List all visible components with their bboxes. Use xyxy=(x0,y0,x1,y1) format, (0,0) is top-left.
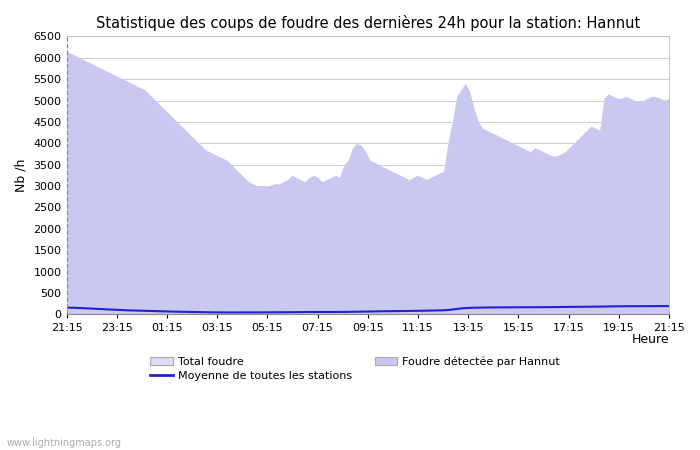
Text: www.lightningmaps.org: www.lightningmaps.org xyxy=(7,438,122,448)
Title: Statistique des coups de foudre des dernières 24h pour la station: Hannut: Statistique des coups de foudre des dern… xyxy=(96,15,640,31)
Y-axis label: Nb /h: Nb /h xyxy=(15,159,28,192)
Legend: Total foudre, Moyenne de toutes les stations, Foudre détectée par Hannut: Total foudre, Moyenne de toutes les stat… xyxy=(150,356,560,381)
Text: Heure: Heure xyxy=(631,333,669,346)
